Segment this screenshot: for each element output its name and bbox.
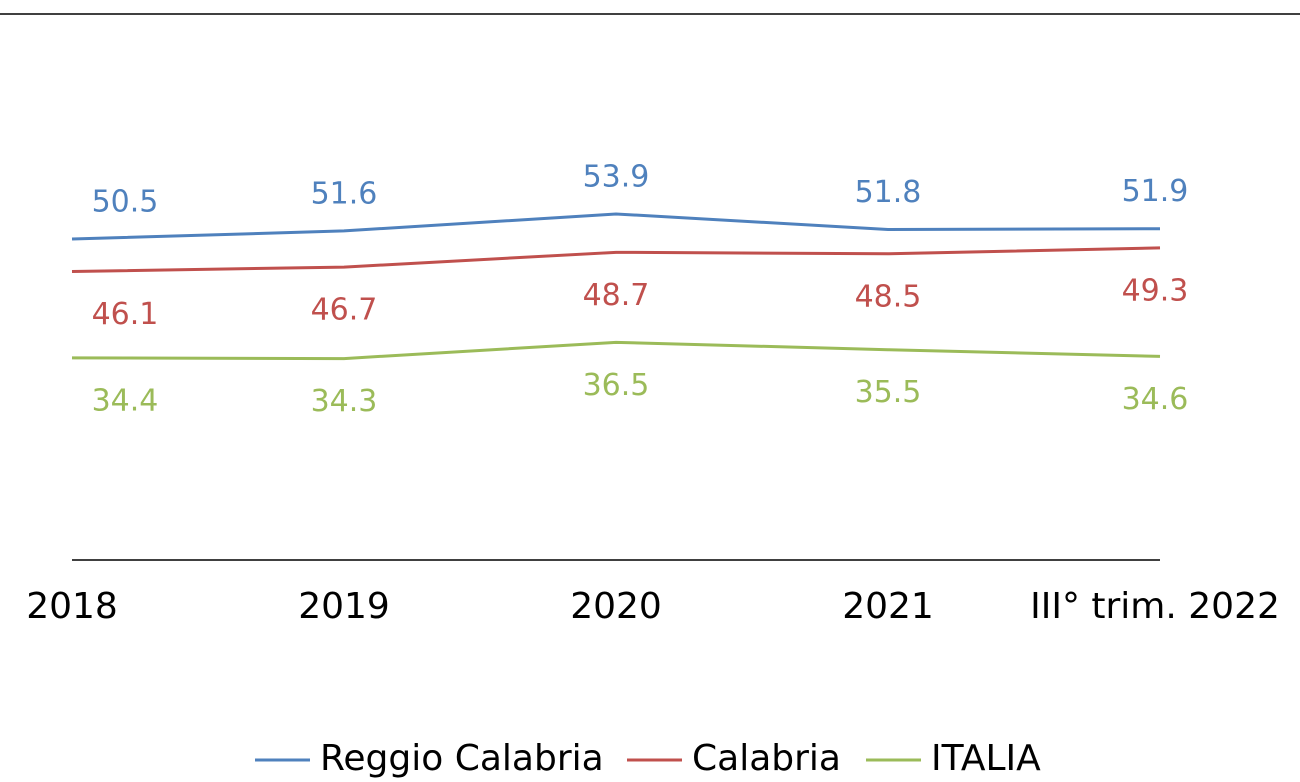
x-tick-label: 2019 [298, 586, 390, 627]
data-label: 51.6 [311, 176, 378, 211]
x-tick-label: 2021 [842, 586, 934, 627]
data-label: 34.4 [92, 383, 159, 418]
x-tick-label: 2020 [570, 586, 662, 627]
data-label: 51.9 [1122, 174, 1189, 209]
data-label: 35.5 [855, 375, 922, 410]
data-label: 46.7 [311, 293, 378, 328]
x-tick-label: 2018 [26, 586, 118, 627]
data-label: 48.5 [855, 279, 922, 314]
data-label: 48.7 [583, 278, 650, 313]
data-label: 36.5 [583, 368, 650, 403]
data-label: 49.3 [1122, 273, 1189, 308]
series-line [71, 246, 1161, 274]
data-label: 34.6 [1122, 382, 1189, 417]
data-label: 51.8 [855, 175, 922, 210]
x-tick-label: III° trim. 2022 [1030, 586, 1280, 627]
series-line [71, 212, 1161, 241]
data-label: 53.9 [583, 159, 650, 194]
legend-label: Reggio Calabria [320, 738, 604, 779]
data-label: 50.5 [92, 185, 159, 220]
legend-label: ITALIA [931, 738, 1041, 779]
series-line [71, 340, 1161, 361]
data-label: 34.3 [311, 384, 378, 419]
legend-label: Calabria [692, 738, 841, 779]
data-label: 46.1 [92, 297, 159, 332]
